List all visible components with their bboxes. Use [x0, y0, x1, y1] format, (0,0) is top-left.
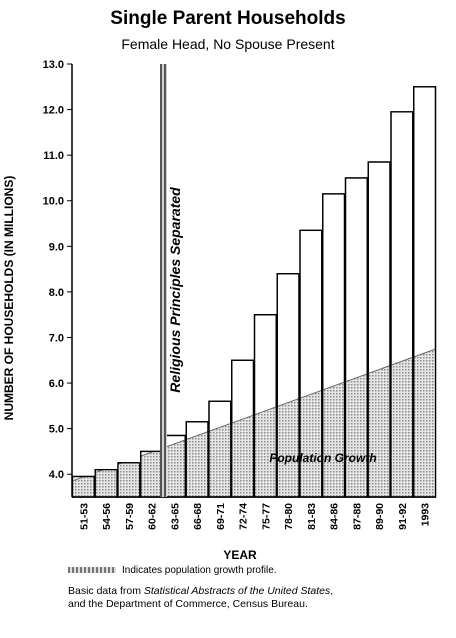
source-title: Statistical Abstracts of the United Stat… — [143, 585, 331, 597]
y-tick-label: 12.0 — [43, 105, 64, 117]
y-tick-label: 11.0 — [43, 150, 64, 162]
source-suffix: , — [330, 585, 334, 597]
x-tick-label: 91-92 — [397, 503, 409, 530]
y-tick-label: 6.0 — [49, 378, 64, 390]
y-tick-label: 7.0 — [49, 332, 64, 344]
source-line2: and the Department of Commerce, Census B… — [68, 598, 308, 610]
y-tick-label: 13.0 — [43, 59, 64, 71]
legend: Indicates population growth profile. — [68, 565, 277, 576]
x-tick-label: 72-74 — [238, 503, 250, 530]
legend-text: Indicates population growth profile. — [122, 565, 277, 576]
x-tick-label: 84-86 — [329, 503, 341, 530]
x-tick-label: 78-80 — [283, 503, 295, 530]
y-tick-label: 5.0 — [49, 424, 64, 436]
x-tick-label: 51-53 — [78, 503, 90, 530]
x-tick-label: 89-90 — [374, 503, 386, 530]
x-axis-label: YEAR — [223, 548, 257, 562]
y-axis-label: NUMBER OF HOUSEHOLDS (IN MILLIONS) — [2, 175, 16, 421]
religious-principles-label: Religious Principles Separated — [167, 187, 183, 393]
x-tick-label: 54-56 — [101, 503, 113, 530]
y-tick-label: 4.0 — [49, 469, 64, 481]
x-tick-label: 66-68 — [192, 503, 204, 530]
chart-subtitle: Female Head, No Spouse Present — [121, 36, 335, 52]
source-note: Basic data from Statistical Abstracts of… — [68, 585, 333, 611]
population-growth-swatch — [68, 567, 116, 574]
x-tick-label: 1993 — [420, 503, 432, 527]
bar-chart: 4.0 5.0 6.0 7.0 8.0 9.0 10.0 11.0 12.0 13.0 51-53 5… — [43, 59, 437, 530]
x-tick-label: 63-65 — [169, 503, 181, 530]
population-growth-label: Population Growth — [269, 451, 376, 465]
religious-principles-marker — [160, 64, 167, 497]
y-tick-label: 10.0 — [43, 196, 64, 208]
x-tick-label: 81-83 — [306, 503, 318, 530]
chart-title: Single Parent Households — [110, 8, 346, 29]
source-prefix: Basic data from — [68, 585, 144, 597]
x-tick-label: 87-88 — [351, 503, 363, 530]
y-tick-label: 8.0 — [49, 287, 64, 299]
x-tick-label: 60-62 — [147, 503, 159, 530]
x-tick-label: 57-59 — [124, 503, 136, 530]
y-tick-label: 9.0 — [49, 241, 64, 253]
x-tick-label: 69-71 — [215, 503, 227, 530]
x-tick-label: 75-77 — [260, 503, 272, 530]
